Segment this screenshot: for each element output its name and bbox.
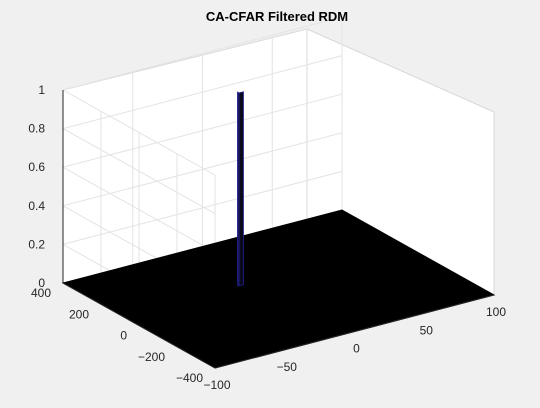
z-tick-label: 0.8: [28, 122, 45, 136]
z-tick-label: 0.6: [28, 160, 45, 174]
y-tick-label: 0: [120, 329, 127, 343]
y-tick-label: 200: [69, 307, 89, 321]
y-tick-label: 400: [31, 286, 51, 300]
y-tick-label: −400: [176, 371, 203, 385]
z-tick-label: 1: [38, 83, 45, 97]
x-tick-label: −100: [203, 378, 230, 392]
axis-edges: [62, 90, 495, 369]
y-axis-line: [62, 282, 216, 369]
y-tick-label: −200: [138, 350, 165, 364]
surface-peak-side: [237, 91, 240, 287]
x-tick-label: 0: [353, 342, 360, 356]
surface-peak: [238, 91, 244, 287]
z-tick-label: 0.4: [28, 199, 45, 213]
x-axis-line: [214, 294, 495, 369]
chart-title: CA-CFAR Filtered RDM: [206, 9, 348, 24]
tick-labels: 0 0.2 0.4 0.6 0.8 1 −400 −200 0 200 400 −100 −50 0 50 1…: [28, 83, 506, 392]
x-tick-label: 50: [420, 323, 434, 337]
x-tick-label: −50: [277, 360, 298, 374]
z-tick-label: 0: [38, 276, 45, 290]
x-tick-label: 100: [486, 305, 506, 319]
z-tick-label: 0.2: [28, 237, 45, 251]
